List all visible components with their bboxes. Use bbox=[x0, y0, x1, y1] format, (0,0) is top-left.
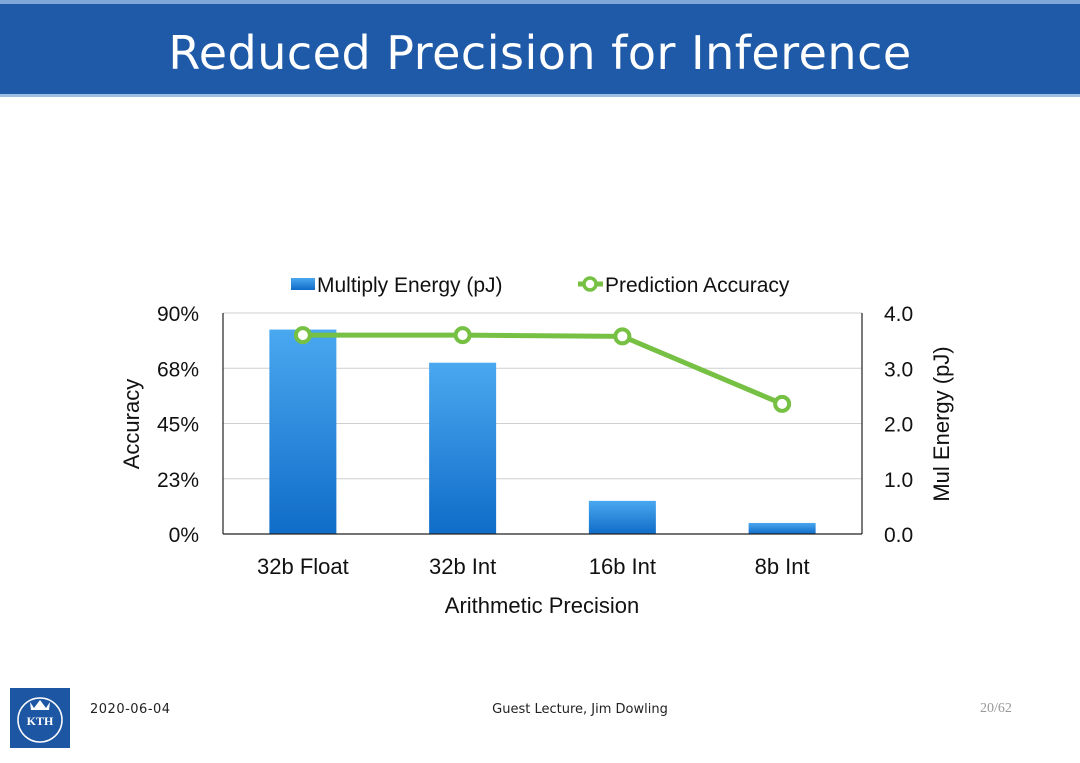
accuracy-point bbox=[453, 326, 472, 345]
accuracy-point bbox=[293, 326, 312, 345]
bar bbox=[748, 522, 816, 534]
logo-text: KTH bbox=[27, 714, 54, 728]
x-tick-label: 32b Int bbox=[429, 554, 496, 579]
slide-title: Reduced Precision for Inference bbox=[168, 26, 912, 80]
y-right-axis-title: Mul Energy (pJ) bbox=[929, 346, 954, 501]
legend-line-label: Prediction Accuracy bbox=[605, 274, 790, 297]
y-left-tick-label: 90% bbox=[157, 303, 199, 326]
y-left-tick-label: 0% bbox=[169, 524, 199, 547]
title-bar: Reduced Precision for Inference bbox=[0, 0, 1080, 97]
x-tick-label: 8b Int bbox=[755, 554, 810, 579]
y-left-axis-title: Accuracy bbox=[119, 379, 144, 469]
legend-line-marker bbox=[582, 276, 598, 292]
accuracy-point bbox=[773, 394, 792, 413]
bar bbox=[269, 329, 337, 534]
page-number: 20/62 bbox=[980, 701, 1012, 716]
y-right-tick-label: 1.0 bbox=[884, 469, 913, 492]
footer-date: 2020-06-04 bbox=[90, 702, 171, 717]
bar bbox=[588, 500, 656, 534]
y-right-tick-label: 0.0 bbox=[884, 524, 913, 547]
x-axis-title: Arithmetic Precision bbox=[445, 593, 639, 618]
legend-bar-swatch bbox=[291, 278, 315, 290]
x-tick-label: 16b Int bbox=[589, 554, 656, 579]
y-left-tick-label: 45% bbox=[157, 414, 199, 437]
kth-logo: KTH bbox=[10, 688, 70, 748]
bar bbox=[429, 362, 497, 534]
y-left-tick-label: 68% bbox=[157, 358, 199, 381]
legend-bar-label: Multiply Energy (pJ) bbox=[317, 274, 503, 297]
y-left-tick-label: 23% bbox=[157, 469, 199, 492]
accuracy-line bbox=[302, 332, 784, 407]
y-right-tick-label: 3.0 bbox=[884, 358, 913, 381]
accuracy-point bbox=[613, 327, 632, 346]
footer-lecture: Guest Lecture, Jim Dowling bbox=[492, 702, 668, 717]
y-right-tick-label: 2.0 bbox=[884, 414, 913, 437]
y-right-tick-label: 4.0 bbox=[884, 303, 913, 326]
x-tick-label: 32b Float bbox=[257, 554, 349, 579]
